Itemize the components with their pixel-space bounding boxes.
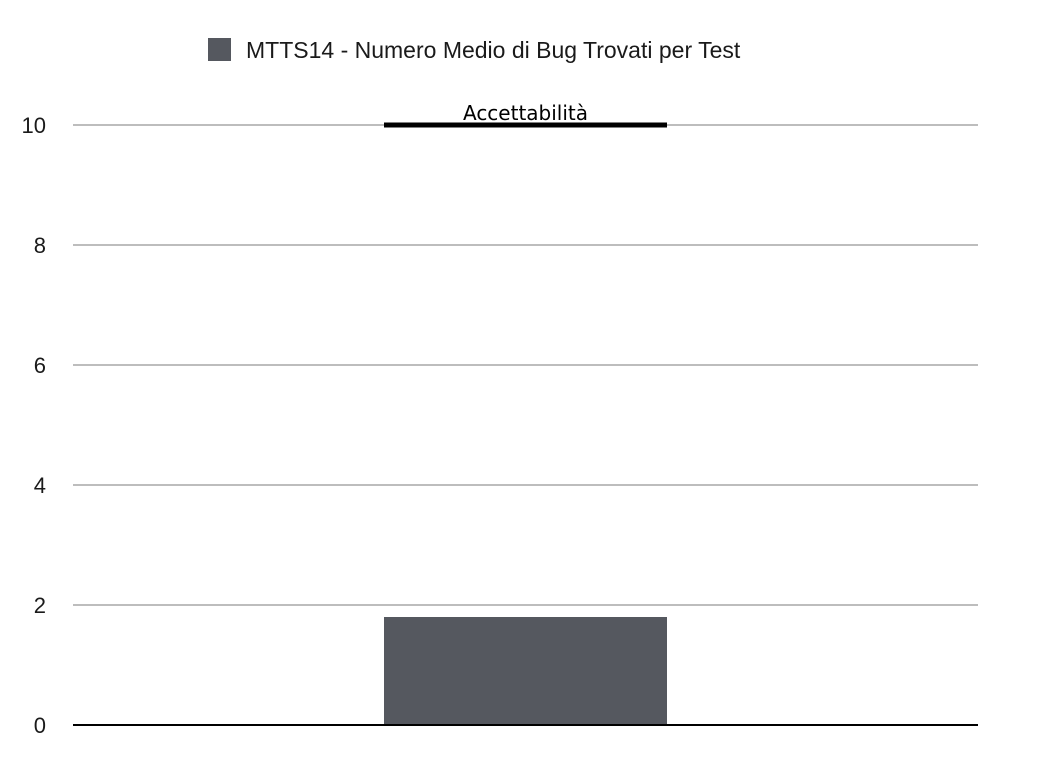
y-axis-tick-labels: 0 2 4 6 8 10	[22, 113, 46, 738]
y-tick-label: 2	[34, 593, 46, 618]
y-tick-label: 0	[34, 713, 46, 738]
y-tick-label: 10	[22, 113, 46, 138]
threshold-label: Accettabilità	[463, 101, 588, 125]
y-tick-label: 8	[34, 233, 46, 258]
threshold-annotation: Accettabilità	[384, 101, 667, 128]
legend-label: MTTS14 - Numero Medio di Bug Trovati per…	[246, 37, 741, 63]
y-tick-label: 6	[34, 353, 46, 378]
y-tick-label: 4	[34, 473, 46, 498]
legend-swatch	[208, 38, 231, 61]
bar	[384, 617, 667, 725]
gridlines	[73, 124, 978, 606]
legend: MTTS14 - Numero Medio di Bug Trovati per…	[208, 37, 741, 63]
bars	[384, 617, 667, 725]
